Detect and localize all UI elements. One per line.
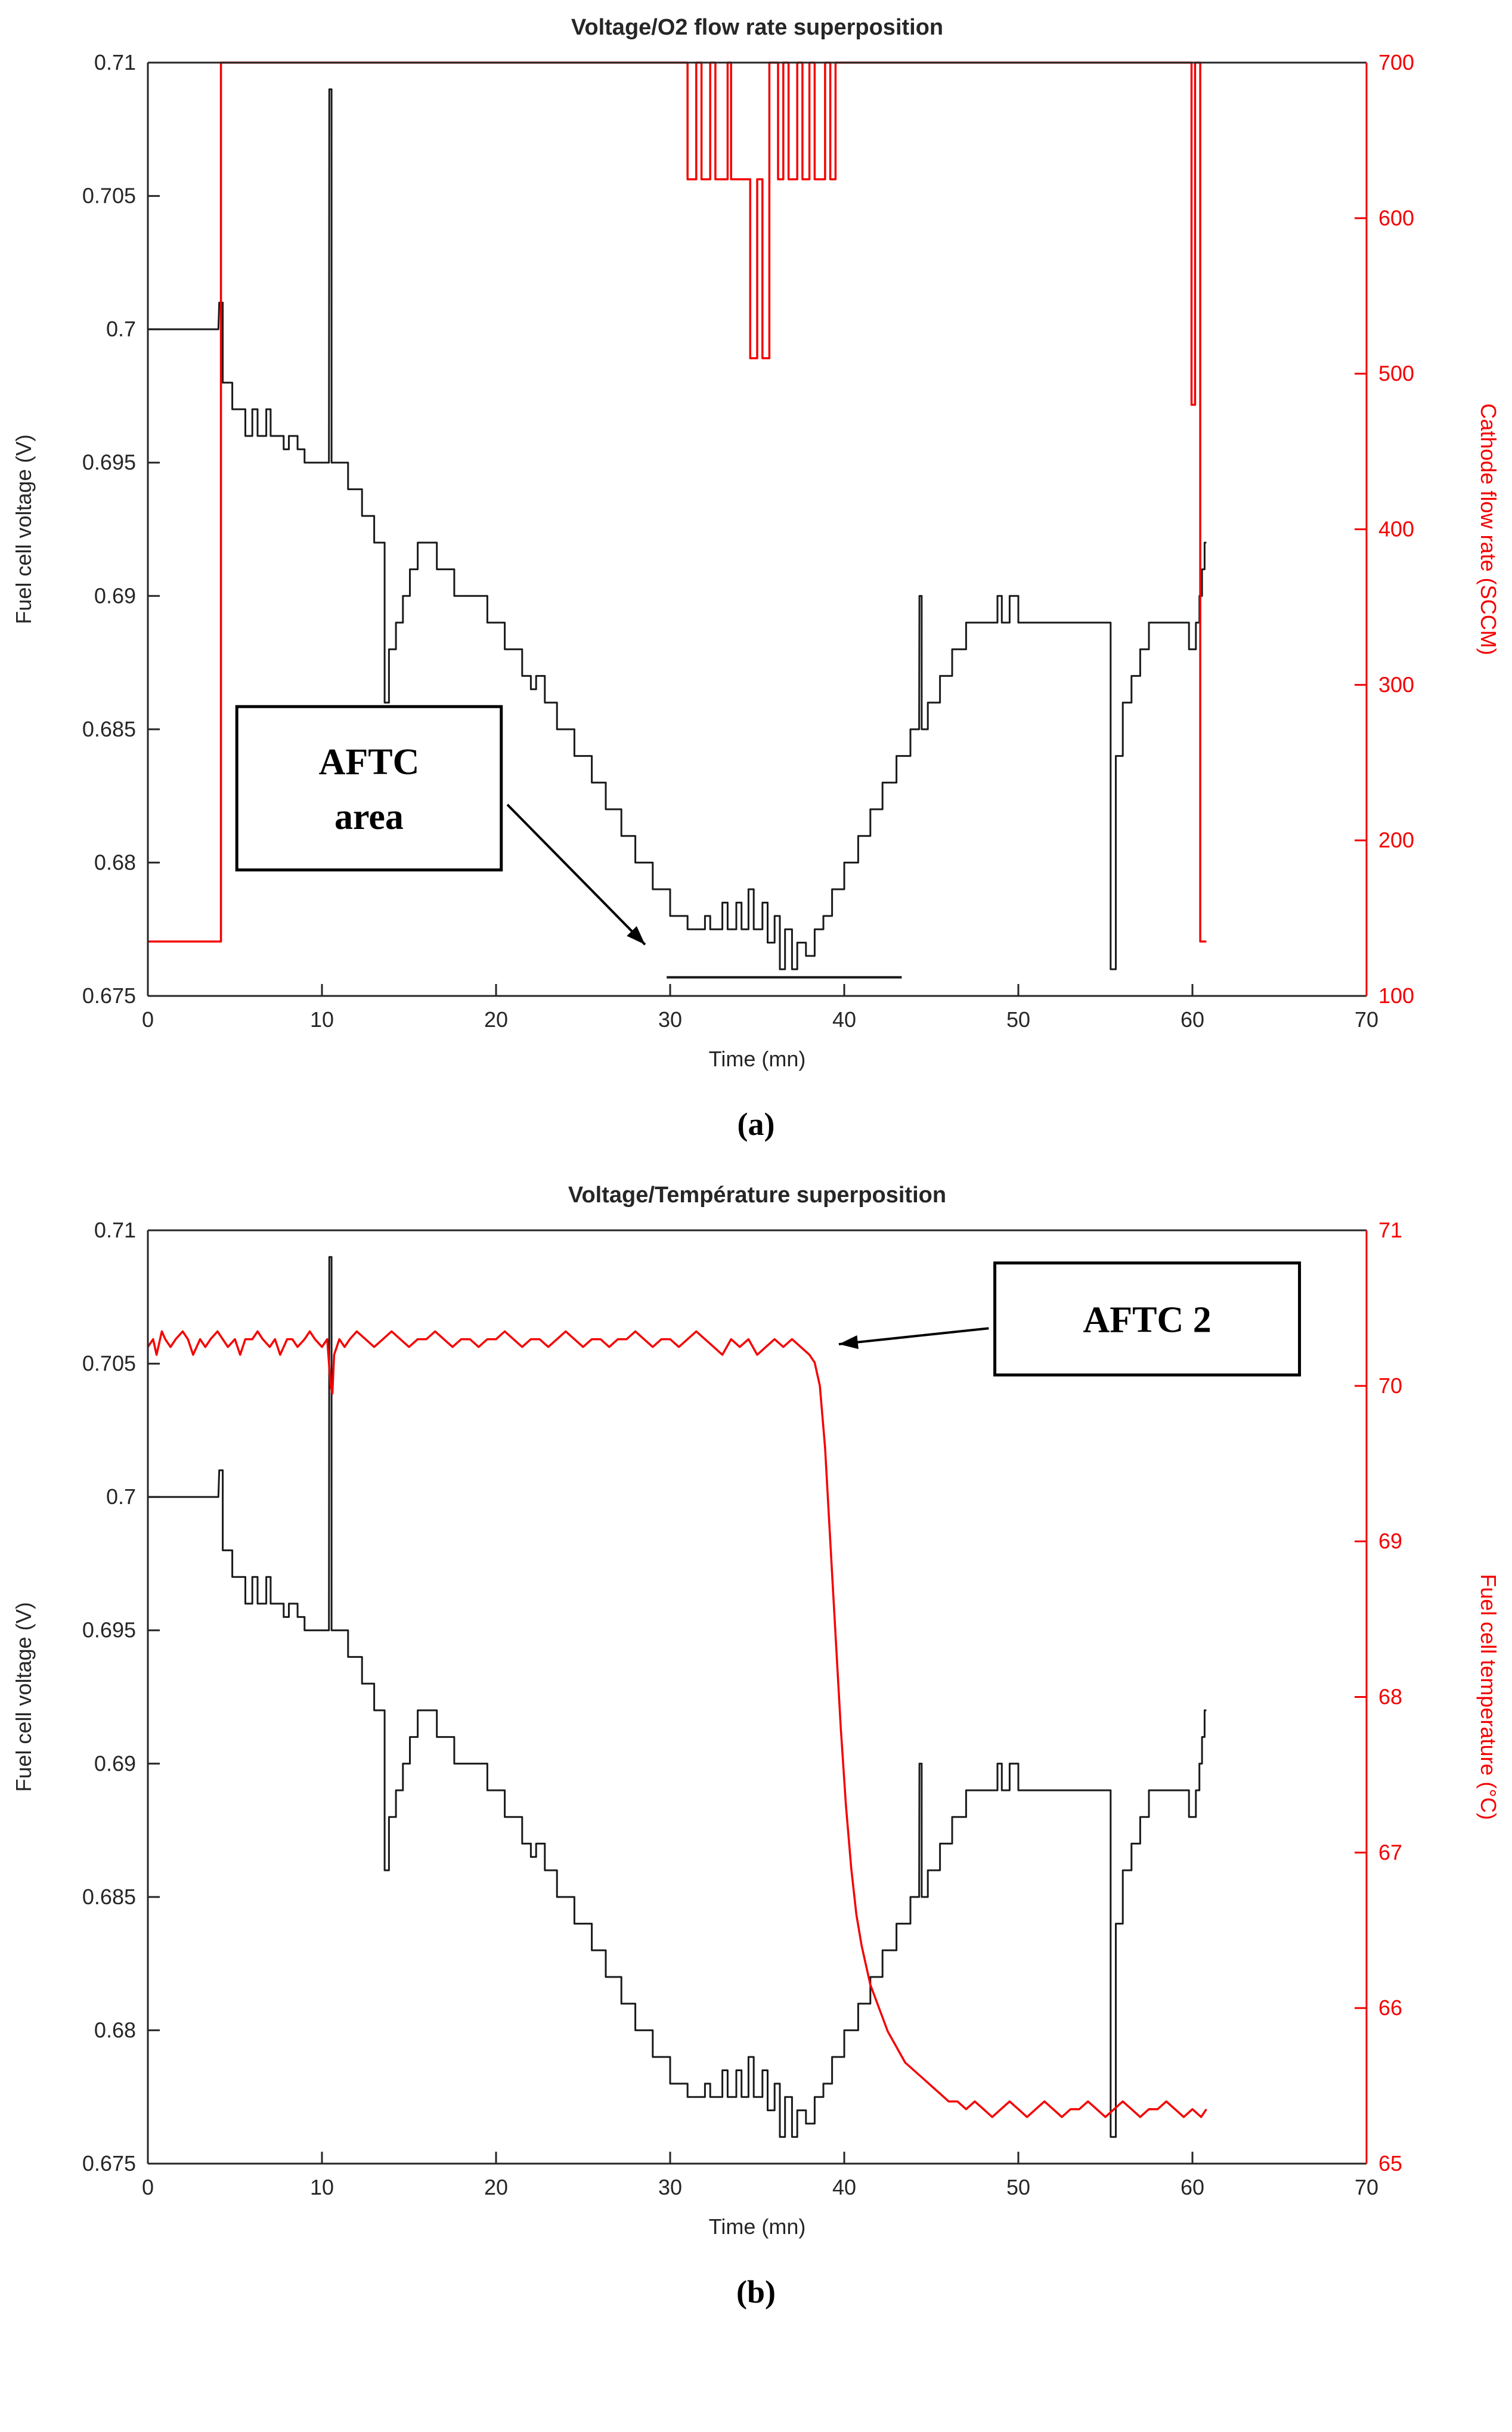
x-axis-label: Time (mn) — [709, 2214, 806, 2239]
right-tick-label: 69 — [1378, 1529, 1402, 1554]
right-tick-label: 71 — [1378, 1218, 1402, 1242]
right-tick-label: 68 — [1378, 1685, 1402, 1709]
x-tick-label: 20 — [484, 2175, 508, 2199]
caption-a: (a) — [737, 1106, 775, 1142]
right-tick-label: 600 — [1378, 206, 1414, 230]
left-tick-label: 0.68 — [94, 2018, 136, 2042]
axes: 0 10 20 30 40 50 60 70 0.675 0.68 0.685 0.69 0.695 0.… — [82, 1218, 1402, 2199]
chart-title: Voltage/O2 flow rate superposition — [571, 15, 943, 40]
right-tick-label: 70 — [1378, 1373, 1402, 1398]
right-tick-label: 66 — [1378, 1995, 1402, 2020]
right-tick-label: 65 — [1378, 2151, 1402, 2176]
annotation-text: AFTC — [319, 742, 420, 782]
series-cathode-flow-rate — [148, 61, 1207, 943]
annotation-text: AFTC 2 — [1083, 1300, 1211, 1341]
left-tick-label: 0.69 — [94, 583, 136, 608]
x-tick-label: 10 — [310, 1007, 334, 1032]
left-tick-label: 0.695 — [82, 1618, 136, 1642]
x-tick-label: 60 — [1181, 2175, 1204, 2199]
chart-b-figure: Voltage/Température superposition 0 10 20 30… — [0, 1158, 1512, 2326]
x-tick-label: 10 — [310, 2175, 334, 2199]
x-tick-label: 30 — [658, 1007, 682, 1032]
right-tick-label: 500 — [1378, 361, 1414, 386]
right-tick-label: 300 — [1378, 672, 1414, 697]
annotation-box — [993, 1261, 1302, 1377]
x-tick-label: 40 — [832, 1007, 856, 1032]
annotation: AFTC 2 — [838, 1261, 1302, 1377]
x-tick-label: 20 — [484, 1007, 508, 1032]
x-tick-label: 0 — [142, 1007, 154, 1032]
annotation-arrowhead-icon — [838, 1335, 859, 1350]
annotation-text: area — [334, 797, 404, 837]
right-tick-label: 100 — [1378, 983, 1414, 1008]
caption-b: (b) — [736, 2274, 776, 2310]
x-tick-label: 30 — [658, 2175, 682, 2199]
left-tick-label: 0.685 — [82, 717, 136, 741]
left-tick-label: 0.695 — [82, 450, 136, 475]
axes: 0 10 20 30 40 50 60 70 0.675 0.68 0.685 0.69 0.695 0.… — [82, 50, 1414, 1032]
x-tick-label: 0 — [142, 2175, 154, 2199]
chart-svg: Voltage/Température superposition 0 10 20 30… — [11, 1183, 1501, 2239]
left-tick-label: 0.705 — [82, 1351, 136, 1376]
chart-a-figure: Voltage/O2 flow rate superposition 0 10 20 3… — [0, 0, 1512, 1158]
annotation-arrowhead-icon — [627, 926, 645, 945]
annotation: AFTC area — [235, 705, 646, 946]
x-axis-label: Time (mn) — [709, 1047, 806, 1071]
annotation-box — [235, 705, 503, 872]
left-tick-label: 0.7 — [106, 1484, 136, 1509]
chart-title: Voltage/Température superposition — [568, 1183, 946, 1208]
chart-svg: Voltage/O2 flow rate superposition 0 10 20 3… — [11, 15, 1501, 1071]
left-tick-label: 0.705 — [82, 184, 136, 208]
right-tick-label: 400 — [1378, 517, 1414, 542]
left-axis-label: Fuel cell voltage (V) — [11, 434, 36, 624]
x-tick-label: 50 — [1006, 1007, 1030, 1032]
x-tick-label: 70 — [1355, 2175, 1378, 2199]
left-tick-label: 0.68 — [94, 850, 136, 874]
x-tick-label: 40 — [832, 2175, 856, 2199]
right-tick-label: 700 — [1378, 50, 1414, 75]
left-tick-label: 0.71 — [94, 50, 136, 75]
annotation-arrow-line — [838, 1327, 989, 1345]
left-axis-label: Fuel cell voltage (V) — [11, 1602, 36, 1791]
left-tick-label: 0.69 — [94, 1751, 136, 1775]
left-tick-label: 0.71 — [94, 1218, 136, 1242]
figure-page: Voltage/O2 flow rate superposition 0 10 20 3… — [0, 0, 1512, 2326]
x-tick-label: 70 — [1355, 1007, 1378, 1032]
left-tick-label: 0.675 — [82, 983, 136, 1008]
left-tick-label: 0.675 — [82, 2151, 136, 2176]
right-axis-label: Cathode flow rate (SCCM) — [1476, 403, 1501, 655]
chart-voltage-flow: Voltage/O2 flow rate superposition 0 10 20 3… — [0, 6, 1512, 1097]
x-tick-label: 50 — [1006, 2175, 1030, 2199]
left-tick-label: 0.7 — [106, 317, 136, 341]
annotation-arrow-line — [506, 803, 646, 946]
plot-area — [148, 1230, 1367, 2164]
right-tick-label: 200 — [1378, 828, 1414, 852]
right-tick-label: 67 — [1378, 1840, 1402, 1864]
series-group — [147, 1256, 1207, 2138]
right-axis-label: Fuel cell temperature (°C) — [1476, 1574, 1501, 1820]
series-fuel-cell-voltage — [148, 1256, 1207, 2138]
series-group — [148, 61, 1207, 979]
x-tick-label: 60 — [1181, 1007, 1204, 1032]
series-fuel-cell-temperature — [147, 1330, 1207, 2118]
left-tick-label: 0.685 — [82, 1885, 136, 1909]
series-fuel-cell-voltage — [148, 88, 1207, 970]
chart-voltage-temperature: Voltage/Température superposition 0 10 20 30… — [0, 1174, 1512, 2265]
